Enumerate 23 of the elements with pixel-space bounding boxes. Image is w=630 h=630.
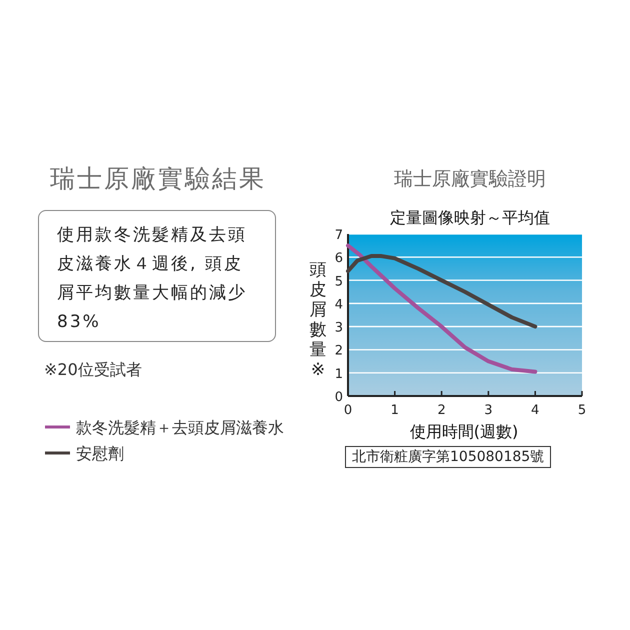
x-tick-label: 1 bbox=[390, 403, 399, 418]
chart-title: 瑞士原廠實驗證明 bbox=[394, 168, 546, 190]
x-tick-label: 5 bbox=[578, 403, 586, 418]
legend-label: 安慰劑 bbox=[76, 444, 124, 463]
x-axis-title: 使用時間(週數) bbox=[410, 422, 518, 441]
y-axis-title: 頭皮屑數量※ bbox=[310, 260, 326, 380]
y-tick-label: 4 bbox=[334, 297, 343, 312]
chart-subtitle: 定量圖像映射～平均值 bbox=[390, 208, 550, 227]
y-tick-label: 5 bbox=[334, 274, 343, 290]
y-tick-label: 0 bbox=[334, 390, 343, 405]
x-tick-label: 4 bbox=[531, 403, 540, 418]
legend-label: 款冬洗髮精＋去頭皮屑滋養水 bbox=[76, 418, 284, 437]
y-tick-label: 3 bbox=[334, 320, 343, 336]
text: 使用款冬洗髮精及去頭皮滋養水４週後, 頭皮屑平均數量大幅的減少83% bbox=[38, 210, 276, 342]
y-tick-label: 2 bbox=[334, 344, 343, 359]
y-tick-label: 6 bbox=[334, 251, 343, 266]
text: 瑞士原廠實驗結果 bbox=[50, 163, 266, 195]
text: 北市衛粧廣字第105080185號 bbox=[345, 446, 552, 468]
x-tick-label: 2 bbox=[437, 403, 446, 418]
text: ※20位受試者 bbox=[44, 360, 142, 381]
y-tick-label: 1 bbox=[334, 366, 343, 382]
x-tick-label: 3 bbox=[484, 403, 493, 418]
y-tick-label: 7 bbox=[334, 228, 343, 243]
